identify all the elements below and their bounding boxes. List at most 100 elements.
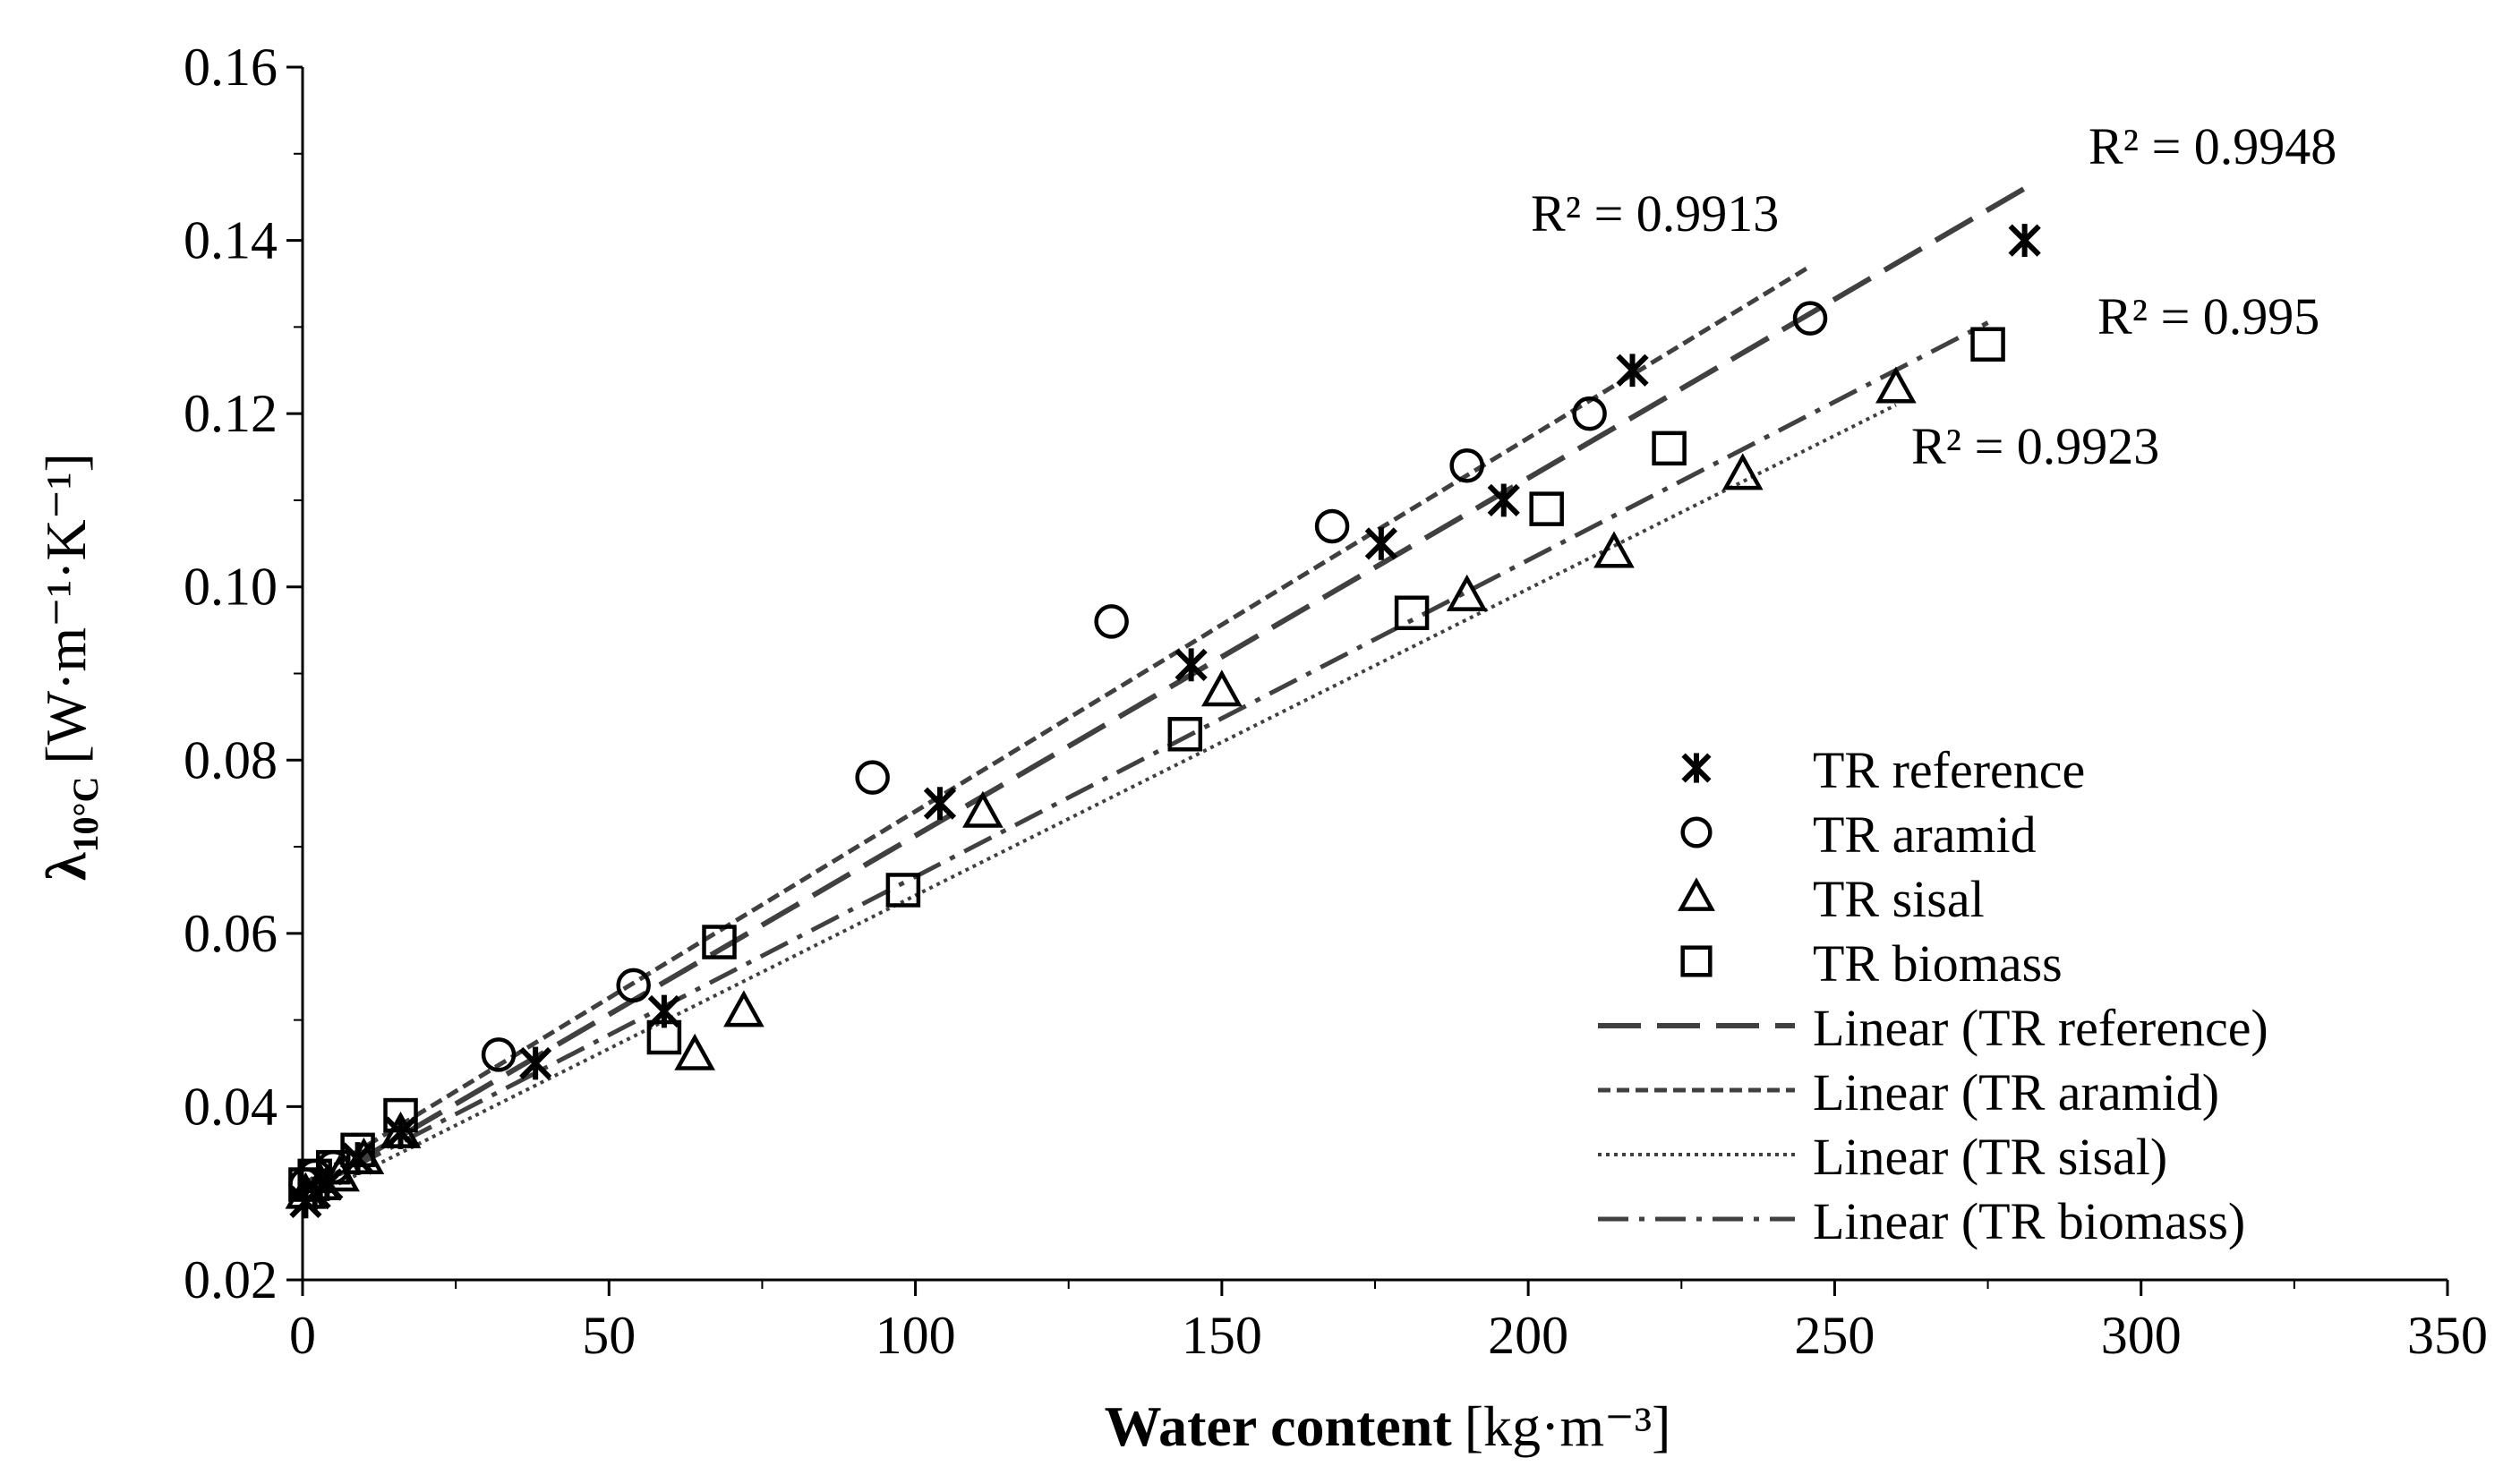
x-tick-label: 0 [289,1306,316,1365]
legend-marker-triangle [1678,877,1715,911]
r2-label-sisal: R² = 0.9923 [1911,417,2159,475]
legend-label: Linear (TR aramid) [1813,1063,2219,1121]
marker-square-shape [1652,431,1687,466]
marker-square-shape [340,1132,375,1168]
point-square [297,1158,332,1194]
point-square [315,1149,351,1185]
marker-square-shape [1167,717,1203,752]
x-axis-title-label: Water content [1105,1394,1453,1458]
marker-circle-shape [1314,508,1350,544]
y-axis-title-symbol: λ [34,852,98,881]
marker-triangle-shape [674,1033,715,1070]
point-triangle [1593,531,1635,568]
legend-label: TR sisal [1813,870,1985,928]
legend-marker-square [1680,945,1713,977]
point-square [383,1097,418,1133]
marker-square-shape [885,873,921,908]
marker-triangle-shape [1201,669,1243,707]
marker-circle-shape [1449,448,1484,483]
point-circle [1572,396,1607,431]
x-tick-label: 150 [1182,1306,1262,1365]
marker-circle-shape [1792,301,1828,336]
point-square [646,1019,682,1055]
y-tick-label: 0.08 [184,730,278,789]
point-asterisk [923,787,957,821]
trendline-long-dash [301,185,2027,1196]
point-asterisk [1364,526,1397,560]
legend-label: TR biomass [1813,934,2063,993]
point-asterisk [2008,224,2041,257]
legend-label: Linear (TR biomass) [1813,1192,2245,1250]
point-circle [855,760,890,795]
marker-square-shape [315,1149,351,1185]
point-asterisk [1175,648,1208,682]
trendline-dotted [302,403,1897,1204]
point-square [1652,431,1687,466]
point-asterisk [1487,483,1520,517]
point-square [1970,327,2005,362]
y-axis-title-subscript: 10°C [65,777,106,853]
axis-titles: Water content [kg·m⁻³] λ10°C [W·m⁻¹·K⁻¹] [34,453,1670,1458]
marker-triangle-shape [962,790,1004,828]
legend-label: TR reference [1813,741,2085,799]
trend-lines [301,185,2027,1204]
point-triangle [1201,669,1243,707]
point-circle [1314,508,1350,544]
legend-label: TR aramid [1813,806,2037,864]
x-tick-label: 350 [2407,1306,2488,1365]
point-triangle [1446,574,1488,611]
x-tick-label: 250 [1794,1306,1875,1365]
marker-square-shape [1970,327,2005,362]
point-triangle [962,790,1004,828]
point-circle [1094,604,1129,639]
r2-label-biomass: R² = 0.995 [2097,287,2319,345]
y-tick-label: 0.12 [184,384,278,443]
axes: 0.02 0.04 0.06 0.08 0.10 0.12 0.14 0.16 0 50 100 15… [184,38,2488,1365]
point-circle [481,1037,517,1072]
marker-triangle-shape [1446,574,1488,611]
marker-triangle-shape [1875,366,1917,404]
r2-labels: R² = 0.9948 R² = 0.9913 R² = 0.9923 R² =… [1531,117,2336,475]
marker-square-shape [383,1097,418,1133]
point-square [1167,717,1203,752]
marker-square-shape [702,925,737,959]
marker-circle-shape [1680,816,1713,848]
r2-label-aramid: R² = 0.9913 [1531,184,1779,243]
point-triangle [723,990,765,1027]
y-axis-title-unit: [W·m⁻¹·K⁻¹] [34,453,98,764]
point-triangle [1875,366,1917,404]
y-tick-label: 0.14 [184,211,278,270]
x-tick-label: 300 [2101,1306,2182,1365]
x-tick-label: 50 [582,1306,636,1365]
y-tick-label: 0.04 [184,1077,278,1136]
y-tick-label: 0.06 [184,904,278,963]
point-asterisk [1616,354,1649,388]
point-square [340,1132,375,1168]
legend-marker-circle [1680,816,1713,848]
point-circle [1449,448,1484,483]
point-square [702,925,737,959]
marker-circle-shape [1572,396,1607,431]
y-axis-title: λ10°C [W·m⁻¹·K⁻¹] [34,453,106,881]
point-square [885,873,921,908]
marker-square-shape [1529,491,1564,526]
marker-square-shape [288,1167,323,1202]
point-square [288,1167,323,1202]
data-markers [285,224,2041,1219]
marker-square-shape [1394,595,1430,630]
marker-square-shape [646,1019,682,1055]
legend-label: Linear (TR reference) [1813,999,2268,1057]
marker-triangle-shape [723,990,765,1027]
legend: TR reference TR aramid TR sisal TR biomass L… [1598,741,2268,1250]
point-triangle [1721,453,1764,490]
marker-circle-shape [481,1037,517,1072]
point-square [1529,491,1564,526]
marker-circle-shape [855,760,890,795]
x-axis-title-unit: [kg·m⁻³] [1465,1394,1671,1458]
r2-label-reference: R² = 0.9948 [2089,117,2336,175]
point-circle [1792,301,1828,336]
point-asterisk [519,1046,552,1080]
marker-triangle-shape [1593,531,1635,568]
y-tick-label: 0.02 [184,1250,278,1309]
